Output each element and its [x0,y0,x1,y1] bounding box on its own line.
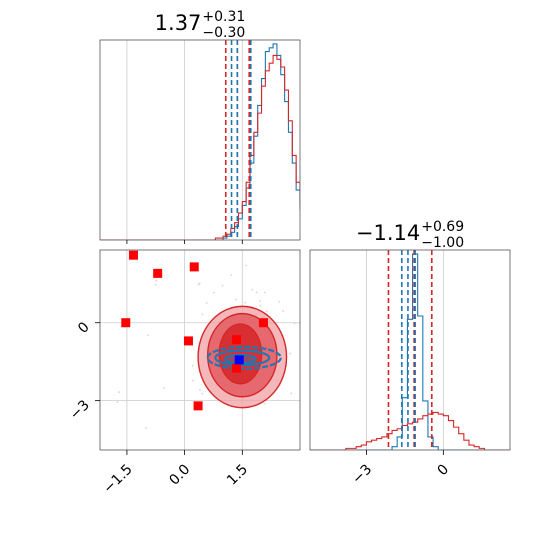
joint-sample-point [163,387,166,390]
joint-sample-point [198,282,201,285]
joint-sample-point [145,426,148,429]
hist1-title-value: 1.37 [155,11,202,35]
joint-sample-point [324,346,326,348]
joint-marker-point-2 [189,262,199,272]
hist2-xtick-label-0: −3 [349,462,375,488]
joint-sample-point [116,401,119,404]
joint-sample-point [154,283,157,286]
joint-xtick-label-2: 1.5 [224,462,251,489]
joint-sample-point [212,291,215,294]
joint-sample-point [289,352,292,355]
panel-titles: 1.37 +0.31−0.30 −1.14 +0.69−1.00 [155,9,464,251]
joint-sample-point [147,334,150,337]
joint-sample-point [235,298,237,301]
joint-sample-point [155,279,158,282]
hist1-hist-series-b [100,43,300,240]
joint-xtick-label-1: 0.0 [166,462,193,489]
joint-sample-point [201,313,204,316]
joint-sample-point [251,288,254,291]
hist1-frame [99,39,301,241]
hist2-title-value: −1.14 [356,221,420,245]
joint-marker-point-3 [121,318,131,328]
joint-marker-point-5 [193,401,203,411]
panel-hist-param-1 [99,39,301,244]
hist2-hist-series-b [310,253,510,450]
joint-sample-point [245,264,248,267]
joint-sample-point [197,283,200,286]
joint-sample-point [293,322,296,325]
joint-sample-point [221,284,224,287]
joint-sample-point [290,392,293,395]
joint-ytick-label-0: 0 [75,319,93,337]
joint-sample-point [259,300,261,302]
joint-marker-point-1 [153,268,163,278]
joint-sample-point [230,273,233,276]
panel-joint-param-1-2: −1.5 0.0 1.5 0 −3 [67,249,326,497]
joint-contour-series-b-0 [206,345,282,370]
joint-sample-point [191,364,194,367]
joint-xtick-label-0: −1.5 [100,462,135,497]
hist2-title: −1.14 +0.69−1.00 [356,219,464,251]
joint-marker-point-8 [258,318,268,328]
joint-sample-point [205,302,208,304]
joint-sample-point [282,310,285,312]
joint-sample-point [199,388,201,391]
joint-sample-point [255,291,258,294]
hist1-title: 1.37 +0.31−0.30 [155,9,246,41]
joint-sample-point [263,291,266,294]
joint-sample-point [201,392,204,395]
joint-sample-point [191,379,194,382]
joint-contour-series-b-1 [214,349,271,367]
hist2-hist-series-a [310,411,510,450]
hist2-title-upper-error: +0.69 [421,219,464,235]
joint-sample-point [244,301,247,304]
joint-marker-point-7 [232,363,242,373]
joint-marker-point-4 [183,336,193,346]
joint-ytick-label-1: −3 [67,397,93,423]
hist1-title-upper-error: +0.31 [202,9,245,25]
joint-sample-point [278,300,281,303]
joint-sample-point [265,310,268,313]
joint-sample-point [118,391,120,393]
hist2-frame [309,249,511,451]
hist1-hist-series-a [100,54,300,240]
hist1-title-lower-error: −0.30 [202,25,245,41]
joint-sample-point [263,402,266,405]
panel-hist-param-2: −3 0 [309,249,511,488]
joint-sample-point [259,305,262,307]
hist2-xtick-label-1: 0 [435,462,453,480]
joint-marker-point-6 [232,335,242,345]
joint-frame [99,249,301,451]
hist2-title-lower-error: −1.00 [421,235,464,251]
joint-truth-point [234,355,244,365]
joint-marker-point-0 [128,250,138,260]
